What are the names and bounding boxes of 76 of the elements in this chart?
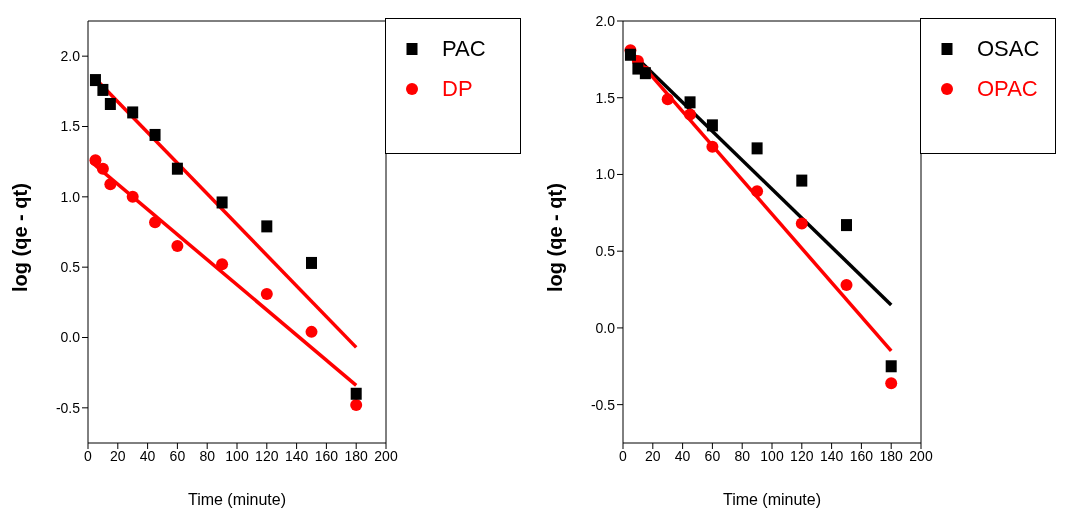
x-tick-label: 80 bbox=[734, 447, 751, 464]
x-tick-label: 200 bbox=[909, 447, 933, 464]
x-tick-label: 120 bbox=[255, 447, 279, 464]
y-tick-label: 1.0 bbox=[60, 188, 81, 205]
x-tick-label: 180 bbox=[344, 447, 369, 464]
point bbox=[89, 74, 101, 87]
x-tick-label: 160 bbox=[849, 447, 874, 464]
y-tick-label: -0.5 bbox=[590, 396, 616, 413]
point bbox=[840, 278, 853, 291]
x-tick-label: 20 bbox=[110, 447, 126, 464]
y-tick-label: 0.0 bbox=[595, 319, 616, 336]
y-tick-label: 0.5 bbox=[60, 259, 81, 276]
point bbox=[751, 142, 763, 155]
legend-label: PAC bbox=[442, 36, 486, 62]
point bbox=[841, 219, 852, 232]
point bbox=[885, 377, 898, 390]
x-tick-label: 60 bbox=[169, 447, 186, 464]
legend-label: OPAC bbox=[977, 76, 1038, 102]
point bbox=[127, 106, 139, 119]
x-axis-title: Time (minute) bbox=[722, 491, 822, 508]
point bbox=[216, 196, 228, 209]
x-tick-label: 0 bbox=[619, 447, 628, 464]
point bbox=[149, 216, 162, 229]
point bbox=[795, 217, 808, 230]
y-tick-label: 0.5 bbox=[595, 243, 616, 260]
point bbox=[796, 174, 808, 187]
point bbox=[350, 387, 362, 400]
point bbox=[306, 256, 317, 269]
point bbox=[171, 162, 183, 175]
point bbox=[751, 185, 764, 198]
point bbox=[149, 128, 161, 141]
point bbox=[661, 93, 674, 106]
point bbox=[684, 108, 697, 121]
point bbox=[97, 83, 109, 96]
y-tick-label: -0.5 bbox=[55, 399, 81, 416]
point bbox=[171, 240, 184, 253]
x-tick-label: 140 bbox=[284, 447, 309, 464]
point bbox=[706, 140, 719, 153]
x-tick-label: 120 bbox=[790, 447, 814, 464]
x-tick-label: 180 bbox=[879, 447, 904, 464]
y-axis-title: log (qe - qt) bbox=[9, 183, 32, 292]
point bbox=[104, 178, 117, 191]
y-tick-label: 1.5 bbox=[60, 118, 81, 135]
y-tick-label: 2.0 bbox=[60, 48, 81, 65]
x-tick-label: 140 bbox=[819, 447, 844, 464]
x-tick-label: 100 bbox=[760, 447, 784, 464]
x-tick-label: 80 bbox=[199, 447, 216, 464]
point bbox=[260, 287, 273, 300]
x-tick-label: 0 bbox=[84, 447, 93, 464]
point bbox=[706, 119, 718, 132]
x-tick-label: 200 bbox=[374, 447, 398, 464]
y-tick-label: 1.5 bbox=[595, 89, 616, 106]
x-tick-label: 40 bbox=[139, 447, 156, 464]
point bbox=[96, 162, 109, 175]
point bbox=[261, 220, 273, 233]
point bbox=[89, 154, 102, 167]
x-axis-title: Time (minute) bbox=[187, 491, 287, 508]
y-axis-title: log (qe - qt) bbox=[544, 183, 567, 292]
point bbox=[684, 96, 696, 109]
legend-label: OSAC bbox=[977, 36, 1040, 62]
point bbox=[126, 190, 139, 203]
point bbox=[624, 48, 636, 61]
legend-label: DP bbox=[442, 76, 473, 102]
point bbox=[104, 97, 116, 110]
x-tick-label: 160 bbox=[314, 447, 339, 464]
x-tick-label: 100 bbox=[225, 447, 249, 464]
x-tick-label: 60 bbox=[704, 447, 721, 464]
point bbox=[305, 325, 318, 338]
point bbox=[885, 360, 897, 373]
point bbox=[216, 258, 229, 271]
x-tick-label: 40 bbox=[674, 447, 691, 464]
y-tick-label: 2.0 bbox=[595, 12, 616, 29]
y-tick-label: 0.0 bbox=[60, 329, 81, 346]
x-tick-label: 20 bbox=[645, 447, 661, 464]
point bbox=[350, 399, 363, 412]
y-tick-label: 1.0 bbox=[595, 166, 616, 183]
